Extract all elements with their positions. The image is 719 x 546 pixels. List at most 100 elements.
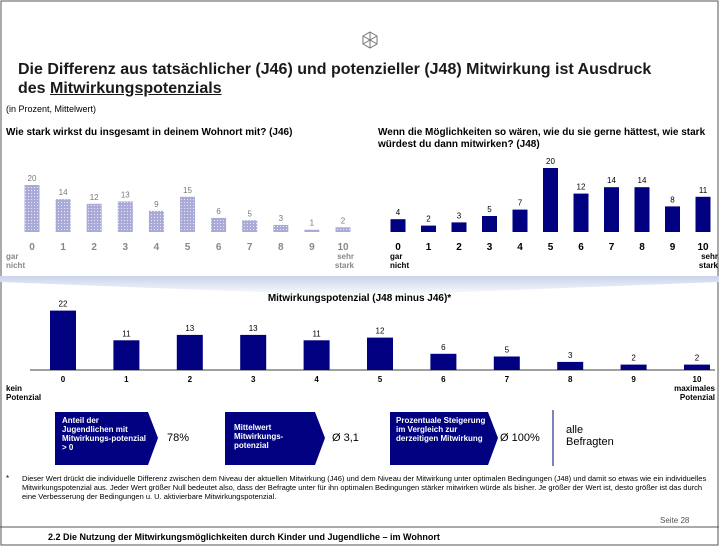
x-tick-label: 5 [548, 242, 554, 253]
value-label: 7 [518, 199, 523, 208]
x-tick-label: 8 [568, 375, 573, 384]
x-tick-label: 6 [216, 242, 222, 253]
title-text: Die Differenz aus tatsächlicher (J46) un… [18, 61, 652, 97]
axis-end-label: kein Potenzial [6, 384, 42, 402]
value-label: 2 [426, 215, 431, 224]
x-tick-label: 10 [693, 375, 702, 384]
subtitle: (in Prozent, Mittelwert) [6, 104, 97, 114]
x-tick-label: 5 [378, 375, 383, 384]
x-tick-label: 6 [441, 375, 446, 384]
value-label: 6 [441, 343, 446, 352]
x-tick-label: 3 [487, 242, 493, 253]
x-tick-label: 2 [456, 242, 462, 253]
x-tick-label: 7 [609, 242, 615, 253]
bar [148, 210, 164, 232]
bar [430, 353, 457, 370]
x-tick-label: 2 [188, 375, 193, 384]
stat-value: Ø 100% [500, 432, 540, 444]
stat-box [225, 412, 325, 465]
stat-label: Anteil der Jugendlichen mit Mitwirkungs-… [62, 416, 146, 452]
value-label: 2 [341, 216, 346, 225]
bar [242, 220, 258, 232]
x-tick-label: 9 [309, 242, 315, 253]
chart-title: Wenn die Möglichkeiten so wären, wie du … [378, 127, 706, 150]
value-label: 3 [279, 214, 284, 223]
x-tick-label: 8 [278, 242, 284, 253]
bar [634, 187, 650, 232]
value-label: 13 [185, 324, 194, 333]
value-label: 20 [28, 174, 37, 183]
x-tick-label: 7 [505, 375, 510, 384]
value-label: 15 [183, 186, 192, 195]
separator [0, 276, 719, 296]
title-underlined: Mitwirkungspotenzials [50, 80, 222, 97]
value-label: 9 [154, 200, 159, 209]
value-label: 2 [695, 354, 700, 363]
bar [482, 216, 497, 232]
bar [367, 337, 393, 370]
x-tick-label: 1 [426, 242, 432, 253]
value-label: 4 [396, 208, 401, 217]
value-label: 8 [670, 195, 675, 204]
value-label: 12 [376, 327, 385, 336]
x-tick-label: 4 [517, 242, 523, 253]
bar [695, 196, 711, 232]
bar [211, 217, 227, 232]
bar [573, 193, 589, 232]
value-label: 3 [568, 351, 573, 360]
x-tick-label: 9 [670, 242, 676, 253]
bar [665, 206, 680, 232]
bar [335, 227, 351, 232]
x-tick-label: 0 [29, 242, 35, 253]
axis-end-label: sehr stark [698, 252, 718, 270]
bar [543, 168, 558, 232]
x-tick-label: 8 [639, 242, 645, 253]
value-label: 5 [247, 209, 252, 218]
stat-box [390, 412, 498, 465]
bar [421, 225, 436, 232]
bar [86, 203, 102, 232]
slide-title: Die Differenz aus tatsächlicher (J46) un… [18, 60, 678, 98]
footnote: Dieser Wert drückt die individuelle Diff… [22, 474, 707, 501]
footer: 2.2 Die Nutzung der Mitwirkungsmöglichke… [48, 532, 440, 542]
x-tick-label: 4 [154, 242, 160, 253]
chart-title: Wie stark wirkst du insgesamt in deinem … [6, 127, 293, 138]
bar [684, 364, 710, 370]
x-tick-label: 9 [631, 375, 636, 384]
value-label: 5 [487, 205, 492, 214]
value-label: 12 [577, 183, 586, 192]
value-label: 6 [216, 207, 221, 216]
x-tick-label: 10 [337, 242, 349, 253]
bar [604, 187, 619, 232]
stat-label: Mittelwert Mitwirkungs-potenzial [234, 423, 284, 450]
value-label: 13 [249, 324, 258, 333]
bar [180, 196, 195, 232]
stat-value: 78% [167, 432, 190, 444]
stat-label: Prozentuale Steigerung im Vergleich zur … [396, 416, 486, 443]
stat-box [55, 412, 158, 465]
value-label: 2 [631, 354, 636, 363]
value-label: 13 [121, 190, 130, 199]
value-label: 22 [59, 300, 68, 309]
value-label: 14 [59, 188, 68, 197]
value-label: 3 [457, 211, 462, 220]
x-tick-label: 10 [697, 242, 709, 253]
axis-end-label: gar nicht [390, 252, 410, 270]
axis-end-label: sehr stark [334, 252, 354, 270]
x-tick-label: 7 [247, 242, 253, 253]
axis-end-label: gar nicht [6, 252, 26, 270]
x-tick-label: 3 [251, 375, 256, 384]
bar [304, 229, 320, 232]
bar [55, 199, 71, 232]
logo [362, 31, 378, 49]
bar [303, 340, 330, 370]
bar [240, 334, 267, 370]
value-label: 11 [699, 186, 708, 195]
x-tick-label: 4 [314, 375, 319, 384]
x-tick-label: 3 [123, 242, 129, 253]
x-tick-label: 2 [91, 242, 97, 253]
x-tick-label: 0 [61, 375, 66, 384]
bar [113, 340, 140, 370]
